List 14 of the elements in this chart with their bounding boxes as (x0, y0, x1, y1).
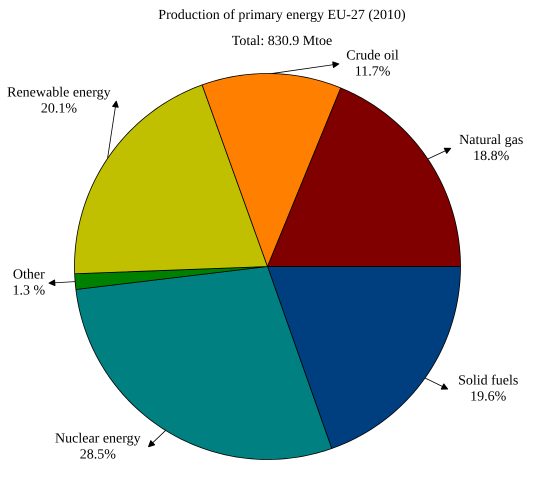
data-label: 28.5% (80, 447, 116, 462)
chart-subtitle: Total: 830.9 Mtoe (232, 34, 332, 49)
data-label: 11.7% (354, 64, 391, 80)
data-label: 18.8% (473, 148, 510, 164)
slice-label: Crude oil (346, 48, 399, 64)
data-label: 20.1% (40, 101, 78, 116)
slice-label: Natural gas (459, 132, 524, 148)
slice-label: Nuclear energy (55, 431, 141, 446)
slice-label: Renewable energy (7, 85, 111, 100)
data-label: 1.3 % (12, 284, 46, 299)
data-label: 19.6% (470, 390, 507, 405)
slice-label: Solid fuels (458, 374, 518, 389)
slice-label: Other (12, 268, 46, 283)
chart-title: Production of primary energy EU-27 (2010) (158, 8, 406, 23)
